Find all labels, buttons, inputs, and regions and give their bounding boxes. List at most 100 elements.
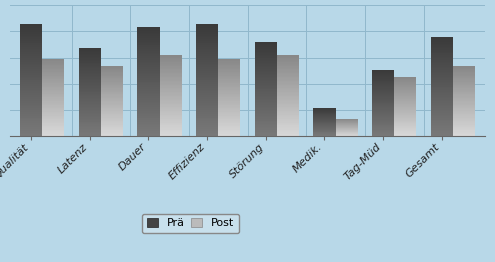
Bar [277, 132, 299, 134]
Bar [42, 87, 64, 89]
Bar [42, 112, 64, 113]
Bar [254, 97, 277, 99]
Bar [372, 106, 394, 107]
Bar [159, 134, 182, 135]
Bar [453, 97, 475, 98]
Bar [159, 115, 182, 116]
Bar [431, 83, 453, 85]
Bar [196, 52, 218, 54]
Bar [336, 120, 358, 121]
Bar [218, 91, 241, 92]
Bar [79, 63, 101, 64]
Bar [313, 113, 336, 114]
Bar [137, 129, 159, 131]
Bar [218, 70, 241, 72]
Bar [137, 107, 159, 109]
Bar [431, 130, 453, 131]
Bar [137, 127, 159, 129]
Bar [453, 126, 475, 127]
Bar [313, 125, 336, 126]
Bar [313, 109, 336, 110]
Bar [196, 93, 218, 95]
Bar [372, 103, 394, 104]
Bar [137, 116, 159, 118]
Bar [372, 107, 394, 108]
Bar [394, 101, 416, 102]
Bar [394, 123, 416, 124]
Bar [137, 76, 159, 78]
Bar [453, 66, 475, 68]
Bar [42, 124, 64, 126]
Bar [196, 58, 218, 60]
Bar [196, 47, 218, 48]
Bar [431, 42, 453, 43]
Bar [394, 84, 416, 85]
Bar [137, 109, 159, 111]
Bar [453, 69, 475, 70]
Bar [20, 95, 42, 97]
Bar [336, 123, 358, 124]
Bar [20, 108, 42, 110]
Bar [254, 47, 277, 49]
Bar [431, 85, 453, 86]
Bar [79, 55, 101, 57]
Bar [42, 64, 64, 65]
Bar [101, 123, 123, 125]
Bar [313, 132, 336, 133]
Bar [254, 105, 277, 107]
Bar [336, 131, 358, 132]
Bar [196, 127, 218, 129]
Bar [159, 94, 182, 96]
Bar [101, 70, 123, 71]
Bar [394, 116, 416, 117]
Bar [42, 95, 64, 96]
Bar [313, 127, 336, 128]
Bar [137, 103, 159, 105]
Bar [101, 122, 123, 123]
Bar [20, 121, 42, 123]
Bar [394, 114, 416, 115]
Bar [277, 105, 299, 107]
Bar [159, 108, 182, 109]
Bar [101, 107, 123, 108]
Bar [313, 121, 336, 122]
Bar [218, 87, 241, 89]
Bar [101, 108, 123, 110]
Bar [394, 133, 416, 134]
Bar [42, 94, 64, 95]
Bar [101, 135, 123, 136]
Bar [453, 123, 475, 125]
Bar [254, 117, 277, 119]
Bar [431, 98, 453, 100]
Bar [42, 86, 64, 87]
Bar [79, 70, 101, 71]
Bar [313, 108, 336, 109]
Bar [42, 135, 64, 136]
Bar [277, 72, 299, 73]
Bar [277, 97, 299, 99]
Bar [431, 80, 453, 81]
Bar [372, 131, 394, 132]
Bar [431, 128, 453, 130]
Bar [277, 57, 299, 58]
Bar [431, 77, 453, 78]
Bar [159, 113, 182, 115]
Bar [79, 94, 101, 95]
Bar [196, 48, 218, 51]
Bar [101, 90, 123, 91]
Bar [277, 82, 299, 84]
Bar [42, 116, 64, 117]
Bar [218, 104, 241, 105]
Bar [254, 124, 277, 125]
Bar [277, 61, 299, 62]
Bar [372, 76, 394, 77]
Bar [277, 100, 299, 101]
Bar [79, 98, 101, 99]
Bar [453, 135, 475, 136]
Bar [453, 93, 475, 94]
Bar [101, 66, 123, 68]
Bar [394, 122, 416, 123]
Bar [277, 85, 299, 86]
Bar [277, 68, 299, 69]
Bar [101, 116, 123, 118]
